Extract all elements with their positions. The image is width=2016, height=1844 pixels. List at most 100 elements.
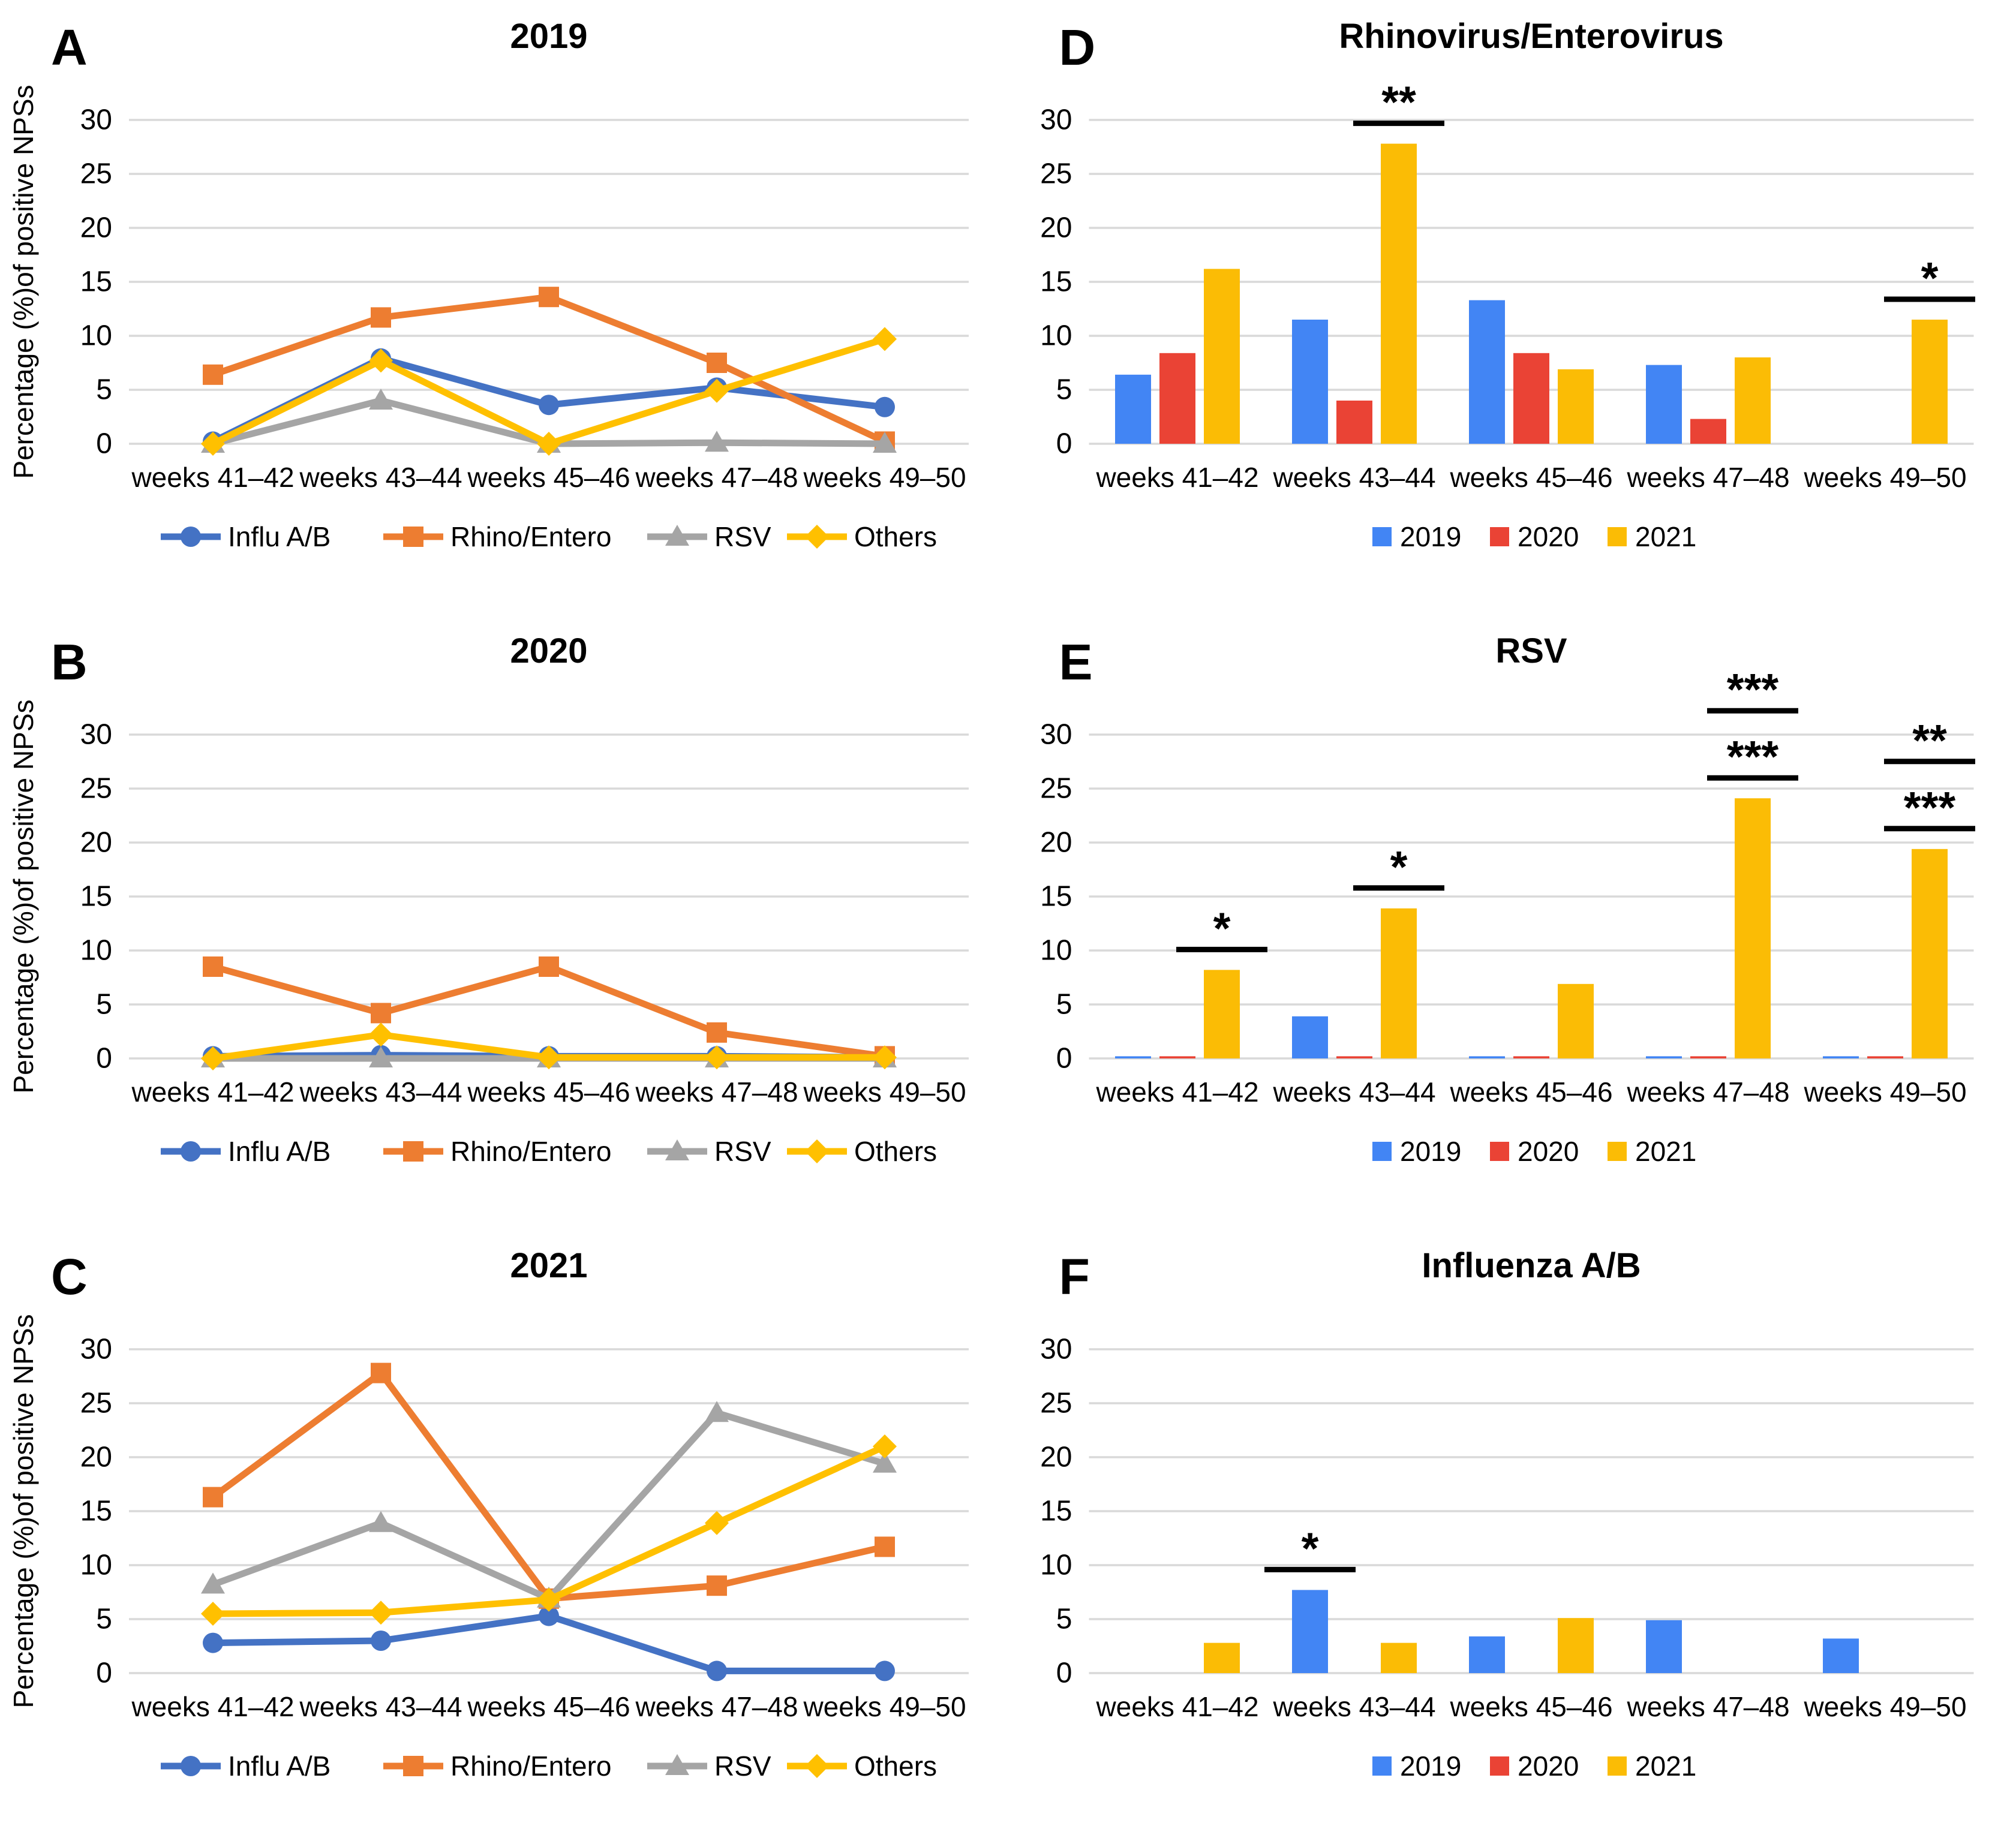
y-axis-label: Percentage (%)of positive NPSs xyxy=(8,85,39,479)
panel-letter: D xyxy=(1059,19,1096,76)
y-tick-label: 10 xyxy=(1040,935,1072,967)
series-marker-triangle xyxy=(873,432,897,453)
significance-stars: ** xyxy=(1912,715,1947,765)
series-marker-triangle xyxy=(705,431,729,452)
series-marker-square xyxy=(539,287,559,308)
y-tick-label: 10 xyxy=(1040,320,1072,352)
bar-2021 xyxy=(1735,357,1771,444)
x-category-label: weeks 49–50 xyxy=(1803,1691,1966,1722)
legend-color-swatch xyxy=(1490,1142,1509,1161)
series-marker-diamond xyxy=(805,525,829,549)
x-category-label: weeks 45–46 xyxy=(467,1076,630,1108)
y-tick-label: 20 xyxy=(80,827,112,859)
legend-label: Rhino/Entero xyxy=(450,1136,612,1167)
bar-2020 xyxy=(1513,353,1549,444)
series-marker-diamond xyxy=(873,1045,897,1070)
legend-color-swatch xyxy=(1372,1756,1392,1776)
legend-label: Rhino/Entero xyxy=(450,521,612,552)
series-marker-square xyxy=(403,527,423,547)
bar-2019 xyxy=(1292,320,1328,444)
y-tick-label: 25 xyxy=(1040,158,1072,190)
y-tick-label: 5 xyxy=(1056,374,1072,406)
x-category-label: weeks 45–46 xyxy=(467,1691,630,1722)
legend-label: 2020 xyxy=(1518,1750,1579,1782)
legend-label: Others xyxy=(854,1750,937,1782)
series-marker-circle xyxy=(181,1141,201,1162)
panel-a-line-2019: A 2019 0 5 10 15 20 25 30 Percentage (%)of positi… xyxy=(0,0,1008,615)
y-tick-label: 0 xyxy=(96,1658,112,1689)
y-tick-label: 20 xyxy=(80,212,112,244)
series-marker-circle xyxy=(539,395,559,416)
legend-label: 2020 xyxy=(1518,521,1579,552)
y-tick-label: 25 xyxy=(1040,1388,1072,1419)
series-marker-diamond xyxy=(805,1139,829,1163)
series-marker-square xyxy=(707,1022,727,1043)
y-tick-label: 30 xyxy=(80,719,112,751)
series-marker-triangle xyxy=(705,1401,729,1422)
bar-2019 xyxy=(1469,300,1505,444)
panel-title: 2019 xyxy=(510,17,587,56)
bar-2021 xyxy=(1558,1618,1594,1673)
panel-title: Influenza A/B xyxy=(1422,1246,1641,1285)
series-marker-diamond xyxy=(369,1022,393,1047)
legend-label: 2021 xyxy=(1635,1136,1696,1167)
series-marker-circle xyxy=(181,1756,201,1776)
y-tick-label: 20 xyxy=(1040,1442,1072,1473)
y-tick-label: 0 xyxy=(1056,428,1072,460)
bar-2021 xyxy=(1381,143,1417,444)
x-category-label: weeks 43–44 xyxy=(1272,1691,1435,1722)
legend-label: Influ A/B xyxy=(228,521,331,552)
panel-letter: A xyxy=(51,19,88,76)
bar-2019 xyxy=(1646,1056,1682,1058)
series-marker-square xyxy=(203,956,223,977)
legend-label: RSV xyxy=(714,1136,771,1167)
series-marker-square xyxy=(371,307,391,328)
x-category-label: weeks 47–48 xyxy=(635,1691,798,1722)
significance-stars: *** xyxy=(1904,783,1956,832)
y-tick-label: 20 xyxy=(80,1442,112,1473)
panel-c-line-2021: C 2021 0 5 10 15 20 25 30 Percentage (%)of positi… xyxy=(0,1229,1008,1844)
significance-stars: * xyxy=(1390,842,1408,892)
y-tick-label: 20 xyxy=(1040,827,1072,859)
chart-canvas-b: B 2020 0 5 10 15 20 25 30 Percentage (%)of positi… xyxy=(8,631,969,1167)
panel-title: RSV xyxy=(1495,631,1567,670)
series-marker-triangle xyxy=(665,1139,689,1160)
legend-color-swatch xyxy=(1608,1142,1627,1161)
bar-2021 xyxy=(1204,269,1240,444)
series-marker-diamond xyxy=(537,1587,561,1612)
series-marker-circle xyxy=(875,396,895,417)
x-category-label: weeks 45–46 xyxy=(1449,1076,1612,1108)
bar-2021 xyxy=(1912,849,1948,1058)
legend-label: Others xyxy=(854,1136,937,1167)
bar-2019 xyxy=(1646,1620,1682,1673)
panel-d-bar-rhinovirus-enterovirus: D Rhinovirus/Enterovirus 0 5 10 15 20 25 30 weeks… xyxy=(1008,0,2016,615)
x-category-label: weeks 47–48 xyxy=(635,462,798,493)
y-tick-label: 10 xyxy=(80,320,112,352)
panel-title: Rhinovirus/Enterovirus xyxy=(1339,17,1723,56)
x-category-label: weeks 45–46 xyxy=(1449,462,1612,493)
y-tick-label: 0 xyxy=(1056,1043,1072,1075)
y-tick-label: 15 xyxy=(1040,266,1072,298)
y-tick-label: 5 xyxy=(96,989,112,1021)
series-marker-circle xyxy=(371,1631,391,1651)
chart-canvas-d: D Rhinovirus/Enterovirus 0 5 10 15 20 25 30 weeks… xyxy=(1040,17,1975,552)
legend-color-swatch xyxy=(1372,1142,1392,1161)
series-marker-triangle xyxy=(665,1754,689,1775)
series-marker-diamond xyxy=(537,1045,561,1070)
series-marker-square xyxy=(371,1362,391,1383)
legend-color-swatch xyxy=(1490,527,1509,546)
legend-label: 2021 xyxy=(1635,1750,1696,1782)
legend-label: Influ A/B xyxy=(228,1136,331,1167)
chart-canvas-f: F Influenza A/B 0 5 10 15 20 25 30 weeks 41–42 wee… xyxy=(1040,1246,1974,1782)
significance-stars: * xyxy=(1213,903,1231,953)
y-tick-label: 10 xyxy=(80,1550,112,1581)
significance-stars: *** xyxy=(1727,664,1779,714)
y-tick-label: 0 xyxy=(96,1043,112,1075)
x-category-label: weeks 41–42 xyxy=(131,1076,294,1108)
series-marker-square xyxy=(371,1003,391,1024)
legend-color-swatch xyxy=(1372,527,1392,546)
legend-label: Rhino/Entero xyxy=(450,1750,612,1782)
bar-2021 xyxy=(1558,369,1594,444)
panel-f-bar-influenza-ab: F Influenza A/B 0 5 10 15 20 25 30 weeks 41–42 wee… xyxy=(1008,1229,2016,1844)
